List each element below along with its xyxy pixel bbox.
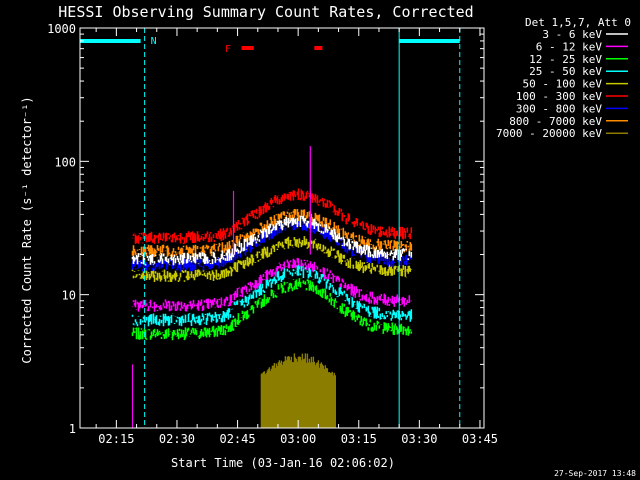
legend-label: 800 - 7000 keV (509, 115, 602, 128)
flare-label: F (225, 44, 231, 55)
series-line (131, 236, 413, 282)
x-tick-label: 03:45 (462, 432, 498, 446)
y-tick-label: 100 (54, 155, 76, 169)
y-tick-label: 1 (69, 422, 76, 436)
footer-timestamp: 27-Sep-2017 13:48 (554, 469, 636, 478)
legend-label: 100 - 300 keV (516, 90, 602, 103)
legend-label: 12 - 25 keV (529, 53, 602, 66)
series-line (260, 353, 336, 428)
series-line (131, 188, 413, 244)
legend-title: Det 1,5,7, Att 0 (525, 16, 631, 29)
legend-label: 25 - 50 keV (529, 65, 602, 78)
night-label: N (151, 36, 157, 47)
legend-label: 300 - 800 keV (516, 102, 602, 115)
legend-label: 7000 - 20000 keV (496, 127, 602, 140)
x-tick-label: 02:45 (219, 432, 255, 446)
legend-label: 50 - 100 keV (523, 78, 603, 91)
y-tick-label: 1000 (47, 22, 76, 36)
chart-title: HESSI Observing Summary Count Rates, Cor… (58, 3, 473, 21)
plot-frame (79, 27, 485, 429)
x-tick-label: 02:15 (98, 432, 134, 446)
legend-label: 3 - 6 keV (542, 28, 602, 41)
y-axis-label: Corrected Count Rate (s⁻¹ detector⁻¹) (20, 96, 34, 363)
x-tick-label: 02:30 (159, 432, 195, 446)
series-line (131, 278, 413, 341)
series-line (131, 209, 413, 258)
legend-label: 6 - 12 keV (536, 40, 603, 53)
x-tick-label: 03:30 (401, 432, 437, 446)
x-tick-label: 03:15 (341, 432, 377, 446)
x-tick-label: 03:00 (280, 432, 316, 446)
series-line (131, 265, 413, 327)
series-line (131, 215, 413, 266)
x-axis-label: Start Time (03-Jan-16 02:06:02) (171, 456, 395, 470)
y-tick-label: 10 (62, 289, 76, 303)
